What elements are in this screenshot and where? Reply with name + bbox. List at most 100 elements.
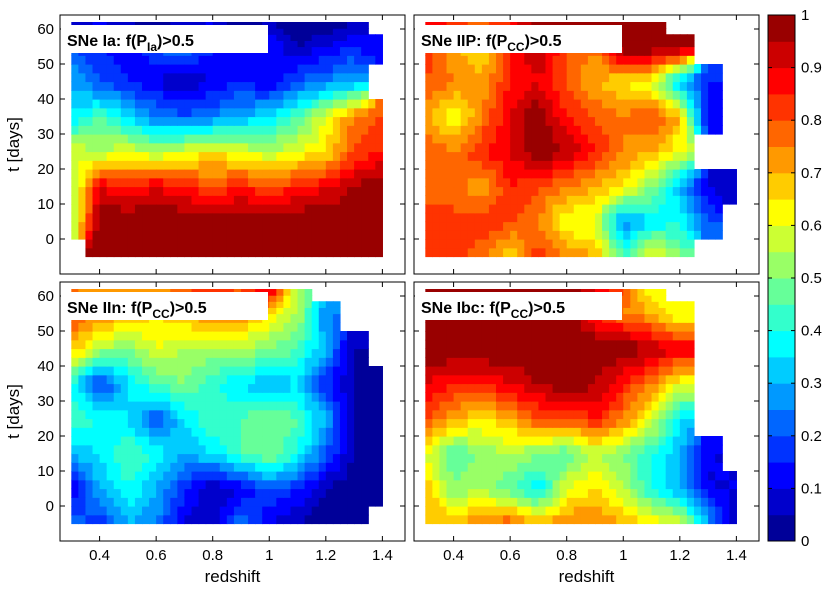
heatmap-cell [311, 506, 320, 516]
heatmap-cell [651, 313, 660, 323]
heatmap-cell [375, 186, 383, 196]
heatmap-cell [142, 374, 150, 385]
heatmap-cell [142, 453, 150, 463]
heatmap-cell [453, 383, 462, 393]
heatmap-cell [120, 169, 129, 179]
heatmap-cell [580, 247, 589, 258]
heatmap-cell [255, 479, 263, 490]
heatmap-cell [453, 107, 462, 118]
heatmap-cell [503, 55, 511, 65]
heatmap-cell [481, 195, 490, 205]
heatmap-cell [552, 195, 561, 205]
heatmap-cell [269, 186, 277, 196]
heatmap-cell [177, 142, 186, 153]
heatmap-cell [658, 177, 667, 188]
heatmap-cell [616, 81, 624, 91]
heatmap-cell [375, 134, 383, 144]
heatmap-cell [545, 392, 554, 402]
heatmap-cell [269, 471, 277, 481]
heatmap-cell [99, 401, 108, 411]
heatmap-cell [339, 221, 348, 231]
heatmap-cell [120, 409, 129, 420]
heatmap-cell [375, 142, 383, 153]
heatmap-cell [375, 230, 383, 240]
heatmap-cell [545, 506, 554, 516]
heatmap-cell [142, 418, 150, 428]
heatmap-cell [92, 116, 101, 126]
axes-frame [59, 281, 406, 542]
heatmap-cell [269, 160, 277, 170]
heatmap-cell [290, 307, 299, 315]
heatmap-cell [467, 322, 476, 332]
heatmap-cell [559, 383, 568, 393]
heatmap-cell [134, 401, 143, 411]
heatmap-cell [594, 195, 603, 205]
heatmap-cell [517, 366, 525, 376]
heatmap-cell [99, 81, 108, 91]
heatmap-cell [354, 107, 362, 118]
heatmap-cell [559, 418, 568, 428]
heatmap-cell [92, 427, 101, 437]
heatmap-cell [99, 195, 108, 205]
heatmap-cell [170, 427, 178, 437]
heatmap-cell [163, 239, 171, 249]
heatmap-cell [496, 339, 504, 350]
heatmap-cell [368, 177, 376, 188]
heatmap-cell [602, 134, 610, 144]
heatmap-cell [354, 186, 362, 196]
heatmap-cell [538, 142, 547, 153]
heatmap-cell [142, 392, 150, 402]
heatmap-cell [679, 409, 688, 420]
heatmap-cell [191, 177, 200, 188]
heatmap-cell [240, 462, 249, 472]
heatmap-cell [78, 177, 87, 188]
heatmap-cell [609, 383, 617, 393]
heatmap-cell [616, 471, 624, 481]
heatmap-cell [290, 116, 299, 126]
x-tick-label: 0.4 [89, 547, 110, 564]
heatmap-cell [205, 221, 214, 231]
heatmap-cell [658, 204, 667, 214]
heatmap-cell [552, 81, 561, 91]
heatmap-cell [361, 195, 369, 205]
heatmap-cell [361, 64, 369, 74]
heatmap-cell [375, 453, 383, 463]
heatmap-cell [474, 453, 483, 463]
heatmap-cell [481, 322, 490, 332]
heatmap-cell [460, 366, 469, 376]
heatmap-cell [467, 72, 476, 83]
heatmap-cell [325, 392, 334, 402]
heatmap-cell [248, 151, 256, 161]
heatmap-cell [85, 151, 94, 161]
heatmap-cell [297, 383, 306, 393]
heatmap-cell [446, 348, 455, 358]
heatmap-cell [163, 81, 171, 91]
heatmap-cell [503, 90, 511, 100]
heatmap-cell [524, 239, 532, 249]
heatmap-cell [623, 339, 631, 350]
heatmap-cell [262, 81, 270, 91]
heatmap-cell [283, 55, 292, 65]
heatmap-cell [276, 142, 284, 153]
heatmap-cell [92, 230, 101, 240]
heatmap-cell [467, 221, 476, 231]
heatmap-cell [85, 418, 94, 428]
heatmap-cell [672, 177, 681, 188]
heatmap-cell [297, 427, 306, 437]
heatmap-cell [332, 357, 341, 367]
heatmap-cell [665, 186, 674, 196]
heatmap-cell [85, 383, 94, 393]
heatmap-cell [701, 488, 709, 498]
heatmap-cell [644, 125, 653, 135]
heatmap-cell [269, 204, 277, 214]
heatmap-cell [496, 506, 504, 516]
heatmap-cell [432, 488, 441, 498]
heatmap-cell [637, 497, 646, 507]
heatmap-cell [318, 125, 327, 135]
heatmap-cell [432, 392, 441, 402]
heatmap-cell [233, 177, 242, 188]
heatmap-cell [71, 186, 79, 196]
heatmap-cell [269, 348, 277, 358]
heatmap-cell [715, 99, 723, 109]
heatmap-cell [290, 169, 299, 179]
